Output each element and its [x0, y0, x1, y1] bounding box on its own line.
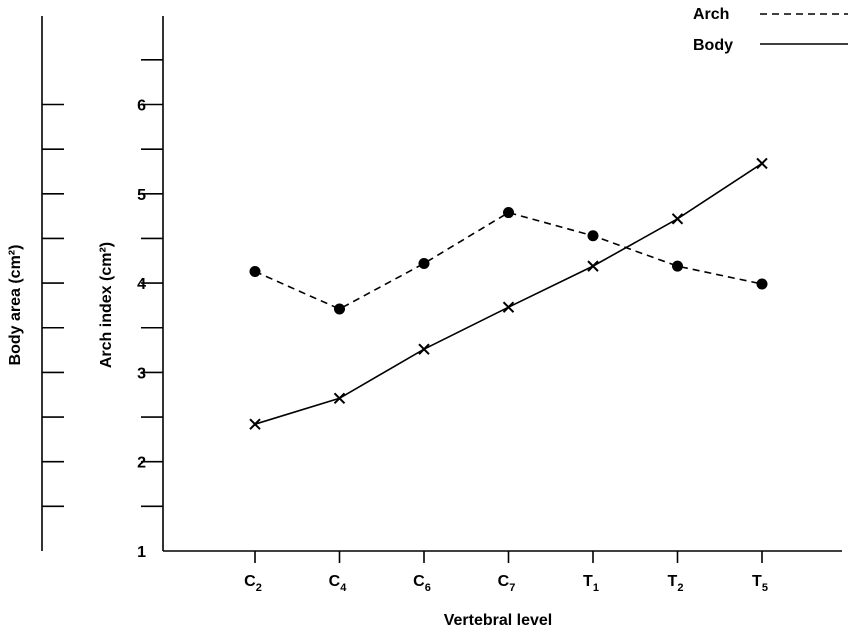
x-axis-title: Vertebral level	[444, 612, 553, 629]
data-point-arch	[587, 230, 599, 242]
data-point-arch	[756, 278, 768, 290]
y-tick-label: 5	[137, 187, 146, 204]
legend-label-arch: Arch	[693, 6, 729, 23]
body-area-axis	[41, 16, 64, 551]
y-tick-label: 3	[137, 365, 146, 382]
data-point-body	[756, 157, 768, 170]
data-point-arch	[503, 207, 514, 219]
x-tick-label: C4	[329, 573, 348, 594]
series-layer	[249, 157, 768, 430]
data-point-body	[671, 213, 684, 225]
arch-index-axis: 1 2 3 4 5 6	[137, 16, 164, 561]
y-tick-label: 4	[137, 276, 146, 293]
y-tick-label: 6	[137, 98, 146, 115]
data-point-body	[333, 392, 346, 405]
x-tick-label: C7	[498, 573, 516, 594]
data-point-arch	[672, 260, 683, 272]
x-axis: C2 C4 C6 C7 T1 T2 T5	[163, 550, 842, 594]
legend: Arch Body	[693, 6, 848, 54]
x-tick-label: T2	[668, 573, 684, 594]
series-line-arch	[254, 211, 763, 310]
x-tick-label: T5	[752, 573, 768, 594]
y-axis-title-secondary: Body area (cm²)	[7, 245, 24, 366]
x-tick-label: C6	[413, 573, 431, 594]
y-tick-label: 1	[137, 544, 146, 561]
x-tick-label: C2	[244, 573, 262, 594]
data-point-arch	[334, 303, 345, 315]
data-point-body	[587, 260, 599, 272]
series-line-body	[254, 162, 763, 425]
data-point-body	[249, 418, 261, 430]
x-tick-label: T1	[583, 573, 599, 594]
legend-label-body: Body	[693, 37, 733, 54]
data-point-arch	[249, 265, 261, 277]
y-axis-title: Arch index (cm²)	[98, 242, 115, 368]
data-point-arch	[418, 257, 430, 269]
data-point-body	[502, 301, 515, 313]
y-tick-label: 2	[137, 455, 146, 472]
data-point-body	[418, 343, 430, 355]
